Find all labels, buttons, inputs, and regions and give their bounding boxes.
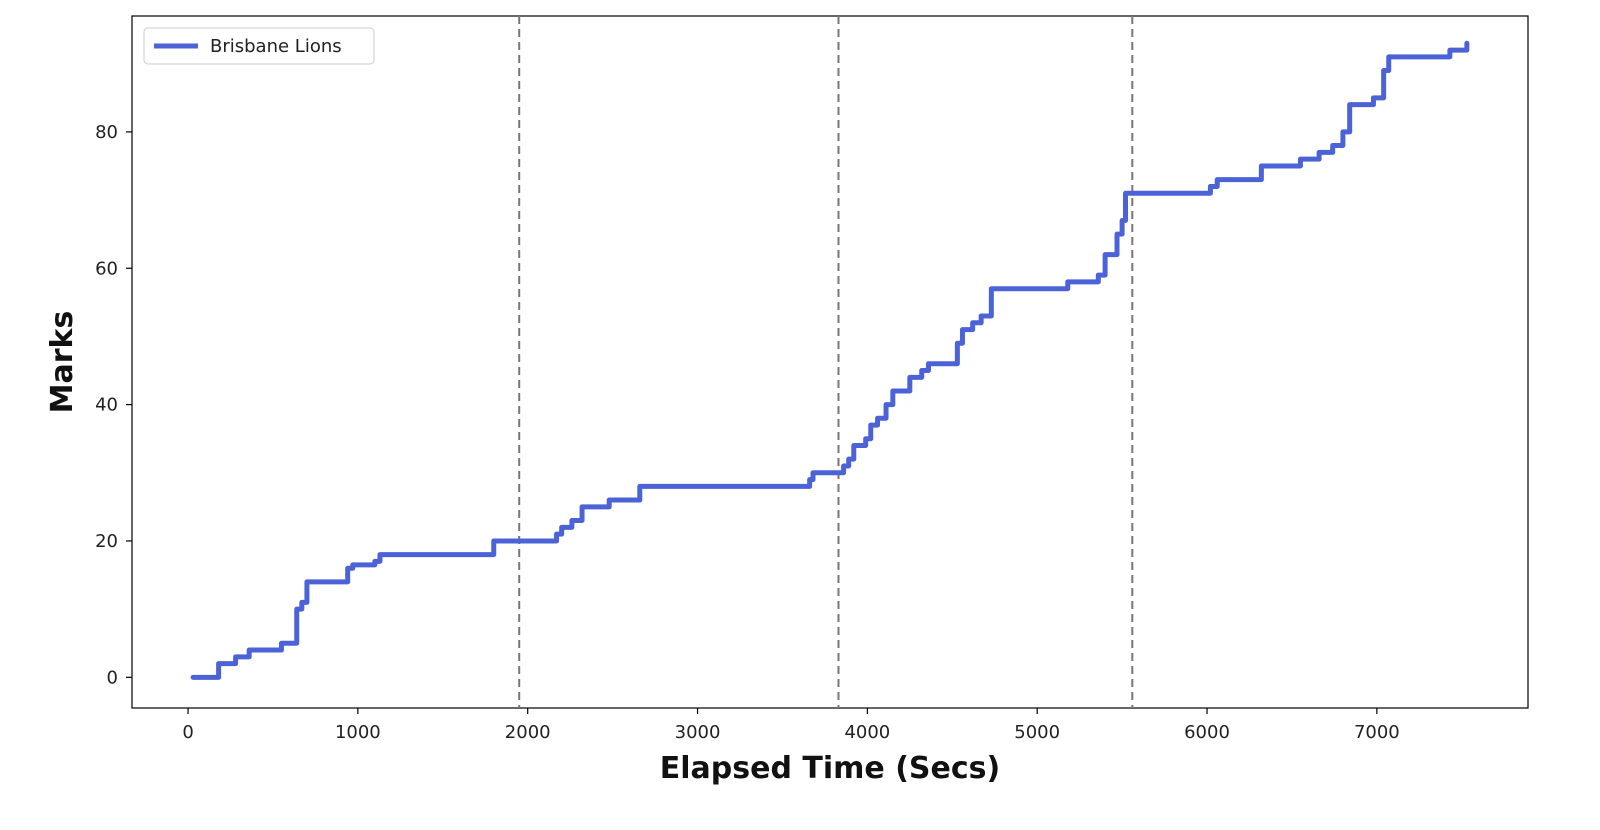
y-tick-label: 40	[95, 395, 118, 416]
period-divider-lines	[518, 16, 1134, 708]
plot-frame	[131, 15, 1529, 709]
x-tick-label: 6000	[1184, 722, 1230, 743]
y-tick-label: 80	[95, 122, 118, 143]
x-tick-label: 3000	[675, 722, 721, 743]
y-tick-label: 0	[107, 667, 118, 688]
axes: 0 1000 2000 3000 4000 5000 6000 7000 0 20 40 60 80	[95, 122, 1400, 743]
y-tick-label: 20	[95, 531, 118, 552]
x-axis-title: Elapsed Time (Secs)	[660, 751, 1000, 786]
x-tick-label: 1000	[335, 722, 381, 743]
legend-box	[143, 27, 375, 65]
x-tick-label: 5000	[1014, 722, 1060, 743]
legend: Brisbane Lions	[143, 27, 375, 65]
series-layer	[190, 40, 1470, 680]
legend-label-brisbane-lions: Brisbane Lions	[210, 36, 342, 57]
plot-area	[131, 15, 1529, 709]
y-tick-label: 60	[95, 258, 118, 279]
y-axis-title: Marks	[45, 311, 80, 414]
series-line-brisbane-lions	[190, 40, 1470, 680]
x-tick-label: 4000	[844, 722, 890, 743]
x-tick-label: 7000	[1354, 722, 1400, 743]
x-tick-label: 2000	[505, 722, 551, 743]
x-tick-label: 0	[182, 722, 193, 743]
